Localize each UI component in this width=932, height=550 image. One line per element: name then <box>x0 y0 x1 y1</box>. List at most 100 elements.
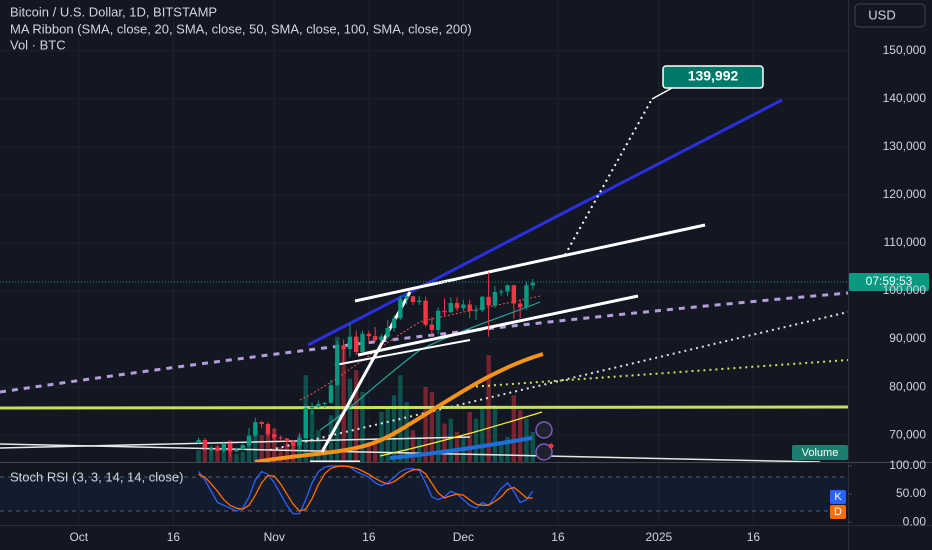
volume-bar <box>480 408 485 462</box>
candle-body <box>372 336 378 341</box>
support-line <box>0 405 848 410</box>
drawings <box>0 98 848 462</box>
legend-label: D <box>834 506 842 518</box>
candle-body <box>473 310 479 312</box>
volume-title: Vol · BTC <box>10 37 66 52</box>
candle-body <box>290 441 296 446</box>
dashed-curve <box>0 291 848 394</box>
volume-bar <box>240 451 245 462</box>
channel-line <box>354 223 706 303</box>
candle-body <box>505 285 510 292</box>
x-tick-label: 2025 <box>646 530 673 544</box>
currency-button[interactable] <box>854 3 926 28</box>
volume-bar <box>221 443 227 462</box>
y2-tick-label: 50.00 <box>896 486 926 500</box>
candle-body <box>246 435 252 446</box>
volume-bar <box>442 423 447 462</box>
candle-body <box>486 296 491 306</box>
event-icon[interactable] <box>535 421 553 439</box>
candle-body <box>328 385 334 403</box>
indicator-title: MA Ribbon (SMA, close, 20, SMA, close, 5… <box>10 21 472 36</box>
candle-body <box>227 443 233 452</box>
ma-line <box>379 411 543 457</box>
candle-body <box>196 439 201 443</box>
y2-tick-label: 0.00 <box>903 514 927 528</box>
callout-pointer <box>651 87 673 100</box>
symbol-title: Bitcoin / U.S. Dollar, 1D, BITSTAMP <box>10 4 217 19</box>
candle-body <box>215 447 220 451</box>
event-dot <box>548 443 554 449</box>
candle-body <box>454 303 460 309</box>
candle-body <box>322 402 327 404</box>
candle-body <box>442 310 447 313</box>
candle-body <box>511 285 517 304</box>
volume-bar <box>454 431 460 462</box>
countdown: 07:59:53 <box>866 274 913 288</box>
volume-bar <box>417 438 422 462</box>
y2-tick-label: 100.00 <box>889 458 926 472</box>
x-tick-label: 16 <box>747 530 761 544</box>
channel-line <box>334 339 471 366</box>
price-callout <box>662 65 764 89</box>
y-tick-label: 140,000 <box>883 91 927 105</box>
stoch-line <box>198 465 534 515</box>
volume-bar <box>435 410 441 462</box>
y-tick-label: 100,000 <box>883 283 927 297</box>
candle-body <box>423 300 428 325</box>
y-tick-label: 150,000 <box>883 43 927 57</box>
candle-body <box>265 424 271 435</box>
countdown-box <box>849 273 929 291</box>
candle-body <box>391 318 397 329</box>
candle-body <box>517 303 523 308</box>
candle-body <box>259 422 264 425</box>
ma-line <box>254 352 544 462</box>
candle-body <box>410 296 416 303</box>
x-tick-label: Nov <box>264 530 285 544</box>
volume-bar <box>259 435 264 462</box>
volume-bar <box>492 405 498 462</box>
y-tick-label: 130,000 <box>883 139 927 153</box>
stoch-line <box>198 465 533 512</box>
y-tick-label: 90,000 <box>889 331 926 345</box>
candle-body <box>524 285 529 308</box>
volume-bar <box>473 418 479 462</box>
volume-bar <box>215 445 220 462</box>
event-icon[interactable] <box>535 443 553 461</box>
volume-bar <box>391 395 397 462</box>
candle-body <box>278 437 283 439</box>
candle-body <box>499 291 504 293</box>
volume-bar <box>196 450 201 462</box>
volume-bar <box>341 348 346 462</box>
candle-body <box>366 333 372 337</box>
price-callout-text: 139,992 <box>688 68 739 84</box>
volume-bar <box>385 406 390 462</box>
volume-bar <box>530 431 535 462</box>
candle-body <box>429 324 435 330</box>
x-tick-label: 16 <box>167 530 181 544</box>
stoch-layer <box>198 465 534 515</box>
candle-body <box>209 447 214 449</box>
candle-body <box>492 291 498 306</box>
volume-bar <box>253 425 258 462</box>
candle-body <box>221 443 227 451</box>
channel-line <box>357 294 639 357</box>
candle-body <box>379 336 384 341</box>
candle-body <box>297 437 302 446</box>
volume-bar <box>209 448 214 462</box>
x-tick-label: 16 <box>551 530 565 544</box>
currency-label[interactable]: USD <box>868 7 895 22</box>
volume-bar <box>265 431 271 462</box>
candle-body <box>347 336 353 350</box>
volume-bar <box>448 418 454 462</box>
candle-body <box>234 449 239 452</box>
volume-bar <box>284 443 290 462</box>
candle-body <box>272 434 277 438</box>
candle-body <box>398 298 403 319</box>
volume-bar <box>379 411 384 462</box>
volume-label-box <box>792 445 848 460</box>
legend-box <box>830 490 846 504</box>
stoch-band <box>0 477 848 511</box>
stoch-title: Stoch RSI (3, 3, 14, 14, close) <box>10 469 183 484</box>
